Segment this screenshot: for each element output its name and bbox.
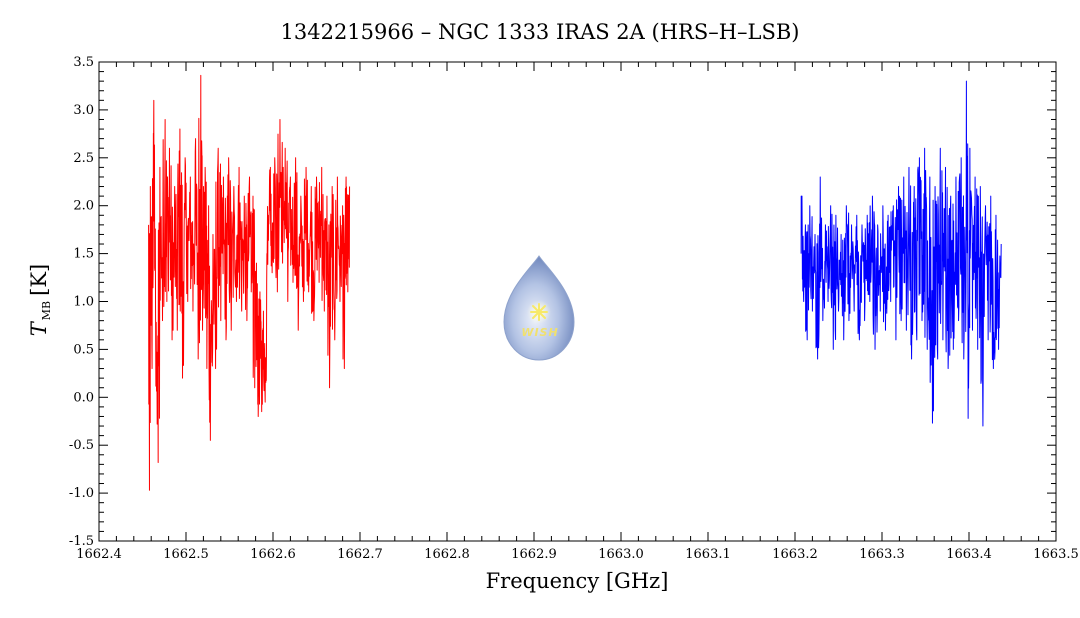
x-tick-label: 1662.7 bbox=[337, 547, 383, 562]
x-tick-label: 1663.3 bbox=[859, 547, 905, 562]
y-axis-subscript: MB bbox=[40, 301, 53, 320]
y-tick-label: 1.0 bbox=[73, 295, 94, 310]
y-tick-label: 2.0 bbox=[73, 199, 94, 214]
axis-ticks bbox=[98, 61, 1057, 542]
star-icon bbox=[530, 303, 548, 321]
y-axis-unit: [K] bbox=[27, 264, 51, 296]
spectrum-series-1 bbox=[148, 74, 351, 491]
wish-logo: WISH bbox=[503, 255, 575, 361]
svg-text:TMB[K]: TMB [K] bbox=[27, 264, 53, 336]
y-tick-label: 3.5 bbox=[73, 55, 94, 70]
y-axis-title: TMB [K] bbox=[27, 264, 53, 336]
x-tick-label: 1663.2 bbox=[772, 547, 818, 562]
y-tick-label: 0.5 bbox=[73, 342, 94, 357]
y-tick-label: 3.0 bbox=[73, 103, 94, 118]
y-tick-labels: -1.5 -1.0 -0.5 0.0 0.5 1.0 1.5 2.0 2.5 3.0 3.5 bbox=[69, 55, 94, 549]
x-tick-label: 1662.9 bbox=[511, 547, 557, 562]
y-tick-label: 2.5 bbox=[73, 151, 94, 166]
x-tick-label: 1663.0 bbox=[598, 547, 644, 562]
y-tick-label: -1.5 bbox=[69, 534, 94, 549]
y-tick-label: 1.5 bbox=[73, 247, 94, 262]
x-tick-label: 1662.6 bbox=[250, 547, 296, 562]
x-tick-labels: 1662.4 1662.5 1662.6 1662.7 1662.8 1662.9 1663… bbox=[76, 547, 1079, 562]
x-tick-label: 1662.5 bbox=[163, 547, 209, 562]
x-tick-label: 1662.8 bbox=[424, 547, 470, 562]
chart-title: 1342215966 – NGC 1333 IRAS 2A (HRS–H–LSB… bbox=[281, 20, 800, 44]
spectrum-series-2 bbox=[800, 80, 1002, 427]
x-tick-label: 1663.4 bbox=[946, 547, 992, 562]
y-tick-label: 0.0 bbox=[73, 390, 94, 405]
x-tick-label: 1663.5 bbox=[1033, 547, 1079, 562]
logo-label: WISH bbox=[521, 326, 558, 339]
x-axis-title: Frequency [GHz] bbox=[486, 569, 669, 593]
y-axis-symbol: T bbox=[27, 320, 51, 336]
x-tick-label: 1663.1 bbox=[685, 547, 731, 562]
y-tick-label: -1.0 bbox=[69, 486, 94, 501]
x-tick-label: 1662.4 bbox=[76, 547, 122, 562]
y-tick-label: -0.5 bbox=[69, 438, 94, 453]
series-group bbox=[148, 74, 1002, 491]
